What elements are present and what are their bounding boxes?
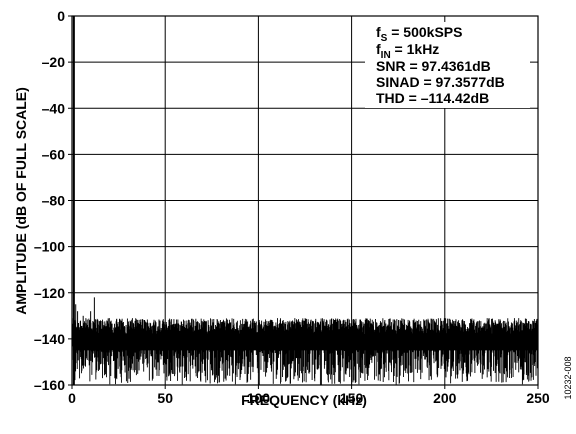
annotation-box xyxy=(365,22,530,108)
figure-id: 10232-008 xyxy=(563,356,573,399)
x-tick-label: 250 xyxy=(526,390,550,406)
y-tick-label: –40 xyxy=(42,100,66,116)
annotation-fin: fIN = 1kHz xyxy=(376,41,439,61)
y-tick-label: –120 xyxy=(34,285,65,301)
y-tick-label: –60 xyxy=(42,146,66,162)
y-tick-label: –140 xyxy=(34,331,65,347)
y-axis-title: AMPLITUDE (dB OF FULL SCALE) xyxy=(13,87,29,315)
annotation-sinad: SINAD = 97.3577dB xyxy=(376,74,505,90)
annotation-thd: THD = –114.42dB xyxy=(376,90,489,106)
y-tick-label: –80 xyxy=(42,193,66,209)
x-axis-title: FREQUENCY (kHz) xyxy=(241,392,367,408)
y-tick-label: –100 xyxy=(34,239,65,255)
x-tick-label: 100 xyxy=(247,390,271,406)
x-tick-label: 200 xyxy=(433,390,457,406)
noise-floor-band xyxy=(72,334,538,351)
y-tick-label: 0 xyxy=(57,8,65,24)
y-tick-label: –160 xyxy=(34,377,65,393)
annotation-fs: fS = 500kSPS xyxy=(376,24,462,44)
annotation-snr: SNR = 97.4361dB xyxy=(376,58,491,74)
x-tick-label: 0 xyxy=(68,390,76,406)
noise-floor-trace xyxy=(72,318,539,385)
series-fft-noise xyxy=(72,318,539,385)
y-axis-ticks: 0 –20 –40 –60 –80 –100 –120 –140 –160 xyxy=(34,8,72,393)
x-axis-ticks: 0 50 100 150 200 250 xyxy=(68,385,550,406)
x-tick-label: 50 xyxy=(157,390,173,406)
x-tick-label: 150 xyxy=(340,390,364,406)
annotation-text: fS = 500kSPS fIN = 1kHz SNR = 97.4361dB … xyxy=(376,24,505,106)
series-fft-spurs xyxy=(72,16,110,385)
y-tick-label: –20 xyxy=(42,54,66,70)
